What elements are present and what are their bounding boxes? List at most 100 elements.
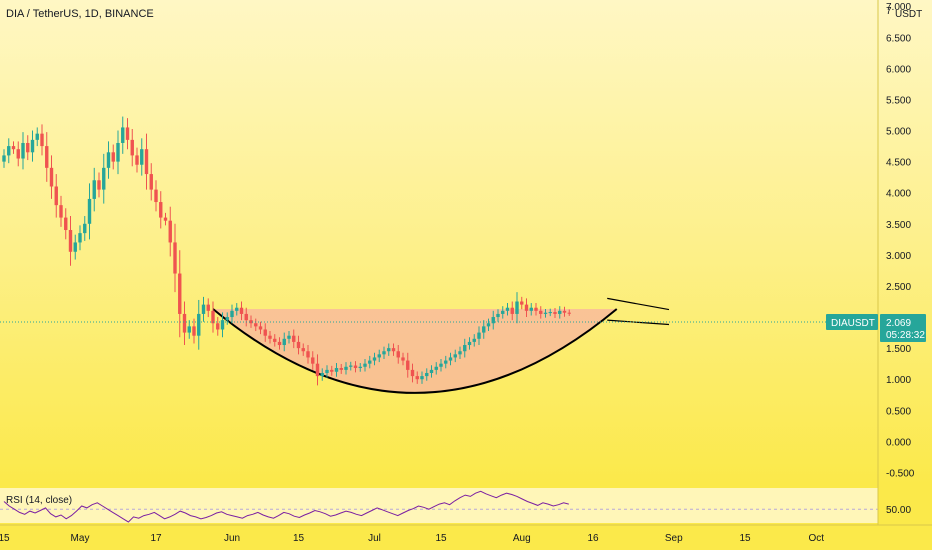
candle[interactable] [325,365,329,378]
candle[interactable] [458,346,462,360]
candle[interactable] [453,349,457,363]
candle[interactable] [505,303,510,316]
candle[interactable] [334,363,339,377]
candle[interactable] [434,362,438,375]
candle[interactable] [78,225,82,251]
candle[interactable] [73,234,77,260]
candle[interactable] [263,323,267,342]
candle[interactable] [235,303,239,316]
candle[interactable] [187,320,191,339]
candle[interactable] [439,359,443,372]
candle[interactable] [363,359,367,372]
candle[interactable] [344,362,348,375]
candle[interactable] [135,147,139,173]
candle[interactable] [230,304,234,324]
candle[interactable] [92,167,96,212]
candle[interactable] [491,310,495,330]
candle[interactable] [111,144,115,170]
candle[interactable] [273,334,277,347]
candle[interactable] [387,343,391,356]
candle[interactable] [292,329,296,349]
candle[interactable] [40,124,44,156]
candle[interactable] [287,331,291,344]
candle[interactable] [520,296,524,310]
candle[interactable] [83,216,87,241]
candle[interactable] [486,318,491,332]
candle[interactable] [68,216,73,266]
candle[interactable] [159,191,163,229]
candle[interactable] [467,337,472,350]
candle[interactable] [448,352,453,366]
candle[interactable] [149,163,153,201]
candle[interactable] [396,345,400,364]
candle[interactable] [216,317,220,336]
candle[interactable] [225,312,229,325]
candle[interactable] [401,352,405,366]
candle[interactable] [415,371,419,384]
candle[interactable] [315,354,320,386]
candle[interactable] [54,174,58,218]
candle[interactable] [178,250,182,338]
candle[interactable] [30,130,35,162]
candle[interactable] [102,153,106,204]
candle[interactable] [477,326,481,346]
candle[interactable] [406,352,410,378]
candle[interactable] [197,299,201,350]
candle[interactable] [7,138,11,164]
candle[interactable] [301,343,305,356]
candle[interactable] [410,363,415,383]
candle[interactable] [510,301,514,321]
candle[interactable] [553,308,557,318]
candle[interactable] [515,292,519,324]
candle[interactable] [534,303,538,316]
candle[interactable] [258,321,263,335]
candle[interactable] [211,301,215,333]
candle[interactable] [320,368,324,381]
candle[interactable] [425,368,429,381]
candle[interactable] [116,130,120,175]
candle[interactable] [501,306,505,319]
candle[interactable] [254,318,258,332]
candle[interactable] [125,118,130,150]
candle[interactable] [220,312,225,338]
candle[interactable] [268,331,272,344]
candle[interactable] [377,349,381,363]
candle[interactable] [87,183,92,240]
candle[interactable] [306,345,310,364]
candle[interactable] [529,303,533,316]
candle[interactable] [49,155,54,199]
candle[interactable] [121,116,125,154]
candle[interactable] [182,301,187,346]
candle[interactable] [239,301,244,321]
candle[interactable] [26,135,30,161]
candle[interactable] [11,141,16,154]
candle[interactable] [2,149,6,168]
candle[interactable] [154,180,158,212]
candle[interactable] [339,363,343,374]
candle[interactable] [244,307,248,327]
candle[interactable] [562,306,567,317]
candle[interactable] [282,332,286,352]
candle[interactable] [206,298,210,318]
candle[interactable] [524,298,529,318]
candle[interactable] [496,309,500,322]
candle[interactable] [277,337,282,350]
candle[interactable] [358,363,362,372]
candle[interactable] [472,334,476,347]
candle[interactable] [349,361,353,371]
candle[interactable] [21,132,25,170]
candle[interactable] [59,195,63,227]
candle[interactable] [163,212,168,226]
candle[interactable] [539,306,543,319]
candle[interactable] [296,335,301,355]
candle[interactable] [372,352,377,366]
candle[interactable] [173,223,177,293]
candle[interactable] [311,351,315,370]
candle[interactable] [249,315,253,328]
candle[interactable] [391,343,396,356]
candle[interactable] [330,365,334,376]
candle[interactable] [16,141,20,167]
candle[interactable] [35,127,39,147]
candle[interactable] [548,308,552,317]
